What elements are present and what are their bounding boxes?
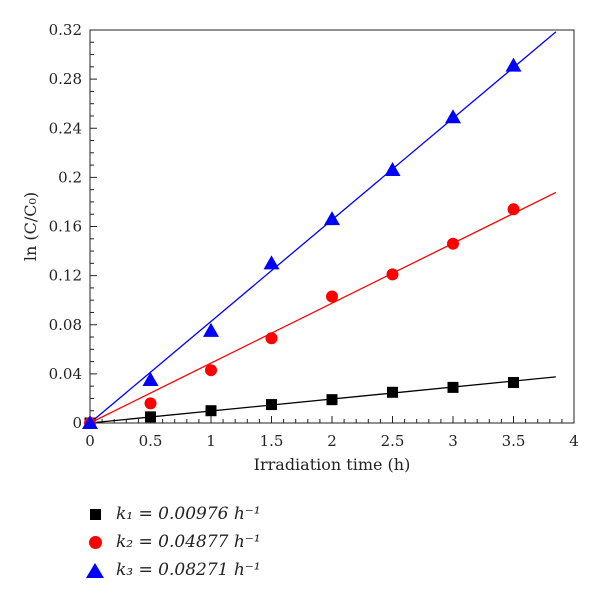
x-axis-title: Irradiation time (h) <box>254 455 411 474</box>
x-tick-label: 2 <box>327 432 337 450</box>
data-point-series-3 <box>505 57 522 72</box>
data-point-series-2 <box>386 268 399 281</box>
x-tick-label: 2.5 <box>381 432 405 450</box>
triangle-marker-icon <box>86 562 116 578</box>
data-point-series-2 <box>507 203 520 216</box>
data-point-series-3 <box>324 211 340 226</box>
legend: k₁ = 0.00976 h⁻¹ k₂ = 0.04877 h⁻¹ k₃ = 0… <box>86 500 261 584</box>
y-tick-label: 0 <box>72 414 82 432</box>
fit-line-series-1 <box>89 376 556 424</box>
fit-line-series-2 <box>89 191 557 424</box>
data-point-series-3 <box>445 109 461 124</box>
legend-label-k2: k₂ = 0.04877 h⁻¹ <box>116 532 261 552</box>
data-point-series-2 <box>326 290 338 303</box>
chart: 0 0.04 0.08 0.12 0.16 0.2 0.24 0.28 0.32 0 0.5 1 1.5… <box>21 21 579 474</box>
data-point-series-3 <box>142 372 159 387</box>
y-tick-label: 0.28 <box>49 70 82 88</box>
data-point-series-3 <box>82 415 98 429</box>
legend-label-k1: k₁ = 0.00976 h⁻¹ <box>116 504 261 524</box>
plot-frame <box>89 29 575 424</box>
x-tick-label: 0 <box>85 432 95 450</box>
data-point-series-2 <box>265 332 278 345</box>
y-axis-title: ln (C/C₀) <box>21 192 40 261</box>
data-point-series-1 <box>508 376 519 388</box>
data-point-series-2 <box>144 397 157 410</box>
x-tick-label: 3 <box>448 432 458 450</box>
data-point-series-1 <box>266 399 277 411</box>
data-point-series-3 <box>384 162 401 177</box>
square-marker-icon <box>86 508 116 520</box>
legend-item-k1: k₁ = 0.00976 h⁻¹ <box>86 500 261 528</box>
y-tick-label: 0.12 <box>49 267 82 285</box>
y-tick-label: 0.16 <box>49 218 82 236</box>
legend-label-k3: k₃ = 0.08271 h⁻¹ <box>116 560 261 580</box>
data-point-series-1 <box>387 386 398 398</box>
fit-line-series-3 <box>89 31 557 424</box>
data-point-series-1 <box>326 394 338 406</box>
y-tick-label: 0.32 <box>49 21 82 39</box>
x-tick-label: 0.5 <box>139 432 163 450</box>
data-point-series-1 <box>447 381 459 393</box>
x-tick-label: 4 <box>569 432 579 450</box>
y-tick-label: 0.04 <box>49 365 82 383</box>
circle-marker-icon <box>86 535 116 549</box>
legend-item-k2: k₂ = 0.04877 h⁻¹ <box>86 528 261 556</box>
data-point-series-2 <box>205 364 217 377</box>
legend-item-k3: k₃ = 0.08271 h⁻¹ <box>86 556 261 584</box>
y-tick-label: 0.2 <box>58 168 82 186</box>
y-tick-label: 0.08 <box>49 316 82 334</box>
data-point-series-3 <box>263 255 280 270</box>
data-point-series-1 <box>145 411 156 423</box>
data-point-series-2 <box>447 237 459 250</box>
x-tick-label: 3.5 <box>502 432 526 450</box>
data-point-series-3 <box>203 322 219 337</box>
data-point-series-1 <box>205 405 217 417</box>
x-tick-label: 1.5 <box>260 432 284 450</box>
x-tick-label: 1 <box>206 432 216 450</box>
y-tick-label: 0.24 <box>49 119 82 137</box>
